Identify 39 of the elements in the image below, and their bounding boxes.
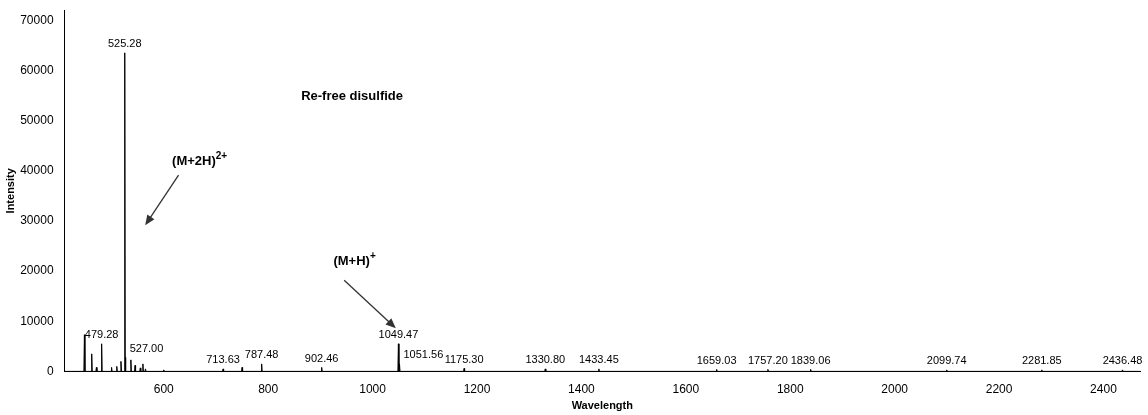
x-tick-label: 2200	[985, 381, 1013, 396]
x-tick-label: 2000	[881, 381, 909, 396]
annotation: 787.48	[244, 348, 279, 361]
x-tick-label: 1200	[463, 381, 491, 396]
x-tick-label: 1800	[776, 381, 804, 396]
annotation: (M+H)+	[333, 250, 376, 269]
annotation: 525.28	[107, 37, 142, 50]
x-tick-label: 800	[258, 381, 279, 396]
annotation: Re-free disulfide	[301, 88, 404, 104]
annotation: 902.46	[304, 351, 339, 364]
x-tick-label: 1400	[568, 381, 596, 396]
y-tick-label: 30000	[20, 213, 54, 228]
y-tick-label: 40000	[20, 163, 54, 178]
x-tick-label: 600	[153, 381, 175, 396]
x-axis-title: Wavelength	[571, 399, 634, 412]
annotation: 2436.48	[1102, 354, 1143, 367]
annotation: 713.63	[206, 353, 240, 366]
y-tick-label: 60000	[20, 62, 54, 77]
y-tick-label: 70000	[20, 12, 54, 27]
annotation: 1049.47	[378, 328, 419, 341]
y-tick-label: 0	[46, 363, 54, 378]
y-tick-label: 20000	[20, 263, 54, 278]
x-tick-label: 1000	[359, 381, 387, 396]
annotation: 1051.56	[403, 348, 444, 361]
annotation: 1659.03	[696, 353, 737, 366]
annotation: 1175.30	[444, 352, 484, 365]
annotation: 1330.80	[525, 353, 566, 366]
annotation: 2281.85	[1021, 354, 1062, 367]
annotation: 527.00	[129, 341, 164, 354]
x-tick-label: 1600	[672, 381, 700, 396]
y-tick-label: 10000	[20, 313, 54, 328]
annotation: 1839.06	[790, 353, 831, 366]
x-tick-label: 2400	[1090, 381, 1118, 396]
y-axis-title: Intensity	[3, 167, 16, 214]
annotation: 1757.20	[748, 353, 788, 366]
annotation: 1433.45	[578, 353, 619, 366]
annotation: 2099.74	[926, 354, 967, 367]
y-tick-label: 50000	[20, 112, 54, 127]
annotation: 479.28	[84, 328, 119, 341]
